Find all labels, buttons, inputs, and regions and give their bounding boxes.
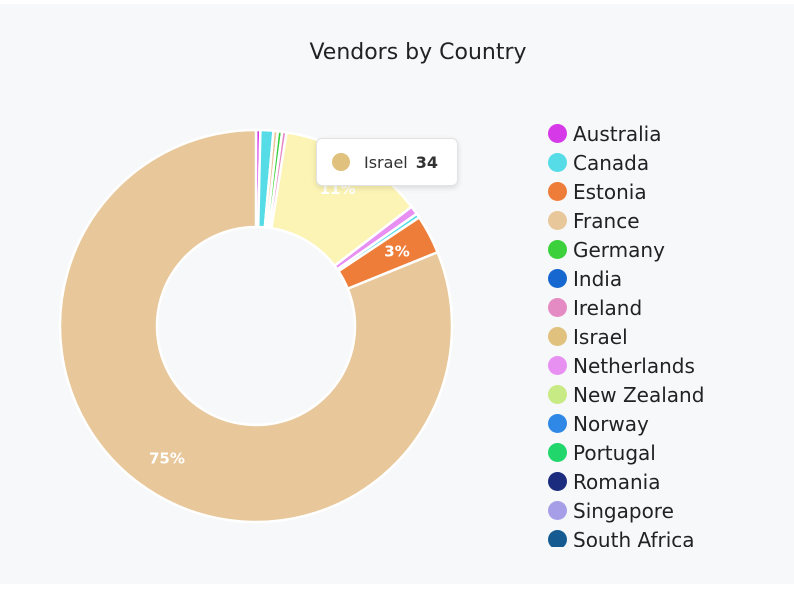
legend-color-dot: [548, 356, 567, 375]
legend-item-israel[interactable]: Israel: [548, 322, 788, 351]
legend-item-india[interactable]: India: [548, 264, 788, 293]
legend-color-dot: [548, 414, 567, 433]
legend-label: India: [573, 266, 623, 291]
legend-item-estonia[interactable]: Estonia: [548, 177, 788, 206]
legend-item-singapore[interactable]: Singapore: [548, 496, 788, 525]
slice-data-label: 75%: [149, 449, 185, 467]
legend-label: South Africa: [573, 527, 695, 548]
legend-color-dot: [548, 501, 567, 520]
legend-item-netherlands[interactable]: Netherlands: [548, 351, 788, 380]
tooltip-label: Israel: [364, 152, 408, 172]
legend-color-dot: [548, 211, 567, 230]
legend-color-dot: [548, 298, 567, 317]
legend-color-dot: [548, 530, 567, 547]
slice-data-label: 3%: [384, 242, 409, 260]
legend-item-norway[interactable]: Norway: [548, 409, 788, 438]
legend-color-dot: [548, 153, 567, 172]
legend-label: Singapore: [573, 498, 674, 523]
legend-label: Canada: [573, 150, 650, 175]
legend-item-portugal[interactable]: Portugal: [548, 438, 788, 467]
tooltip-value: 34: [415, 152, 438, 172]
legend-label: Netherlands: [573, 353, 695, 378]
legend-label: Norway: [573, 411, 649, 436]
legend-label: Romania: [573, 469, 661, 494]
legend-item-canada[interactable]: Canada: [548, 148, 788, 177]
legend-label: Australia: [573, 121, 662, 146]
legend-label: Germany: [573, 237, 665, 262]
legend-item-south-africa[interactable]: South Africa: [548, 525, 788, 547]
legend-item-new-zealand[interactable]: New Zealand: [548, 380, 788, 409]
legend-color-dot: [548, 385, 567, 404]
legend-label: France: [573, 208, 640, 233]
chart-legend: Australia Canada Estonia France Germany India…: [548, 119, 788, 547]
chart-tooltip: Israel 34: [316, 138, 458, 186]
legend-label: Estonia: [573, 179, 647, 204]
legend-color-dot: [548, 269, 567, 288]
legend-item-australia[interactable]: Australia: [548, 119, 788, 148]
pie-slice-item-17[interactable]: [58, 128, 454, 524]
legend-color-dot: [548, 327, 567, 346]
legend-label: Israel: [573, 324, 628, 349]
legend-item-romania[interactable]: Romania: [548, 467, 788, 496]
legend-label: New Zealand: [573, 382, 705, 407]
chart-title: Vendors by Country: [309, 40, 527, 65]
legend-label: Ireland: [573, 295, 643, 320]
legend-color-dot: [548, 124, 567, 143]
tooltip-color-dot: [332, 153, 350, 171]
legend-item-germany[interactable]: Germany: [548, 235, 788, 264]
legend-item-ireland[interactable]: Ireland: [548, 293, 788, 322]
legend-color-dot: [548, 443, 567, 462]
legend-label: Portugal: [573, 440, 656, 465]
legend-item-france[interactable]: France: [548, 206, 788, 235]
legend-color-dot: [548, 240, 567, 259]
legend-color-dot: [548, 472, 567, 491]
legend-color-dot: [548, 182, 567, 201]
